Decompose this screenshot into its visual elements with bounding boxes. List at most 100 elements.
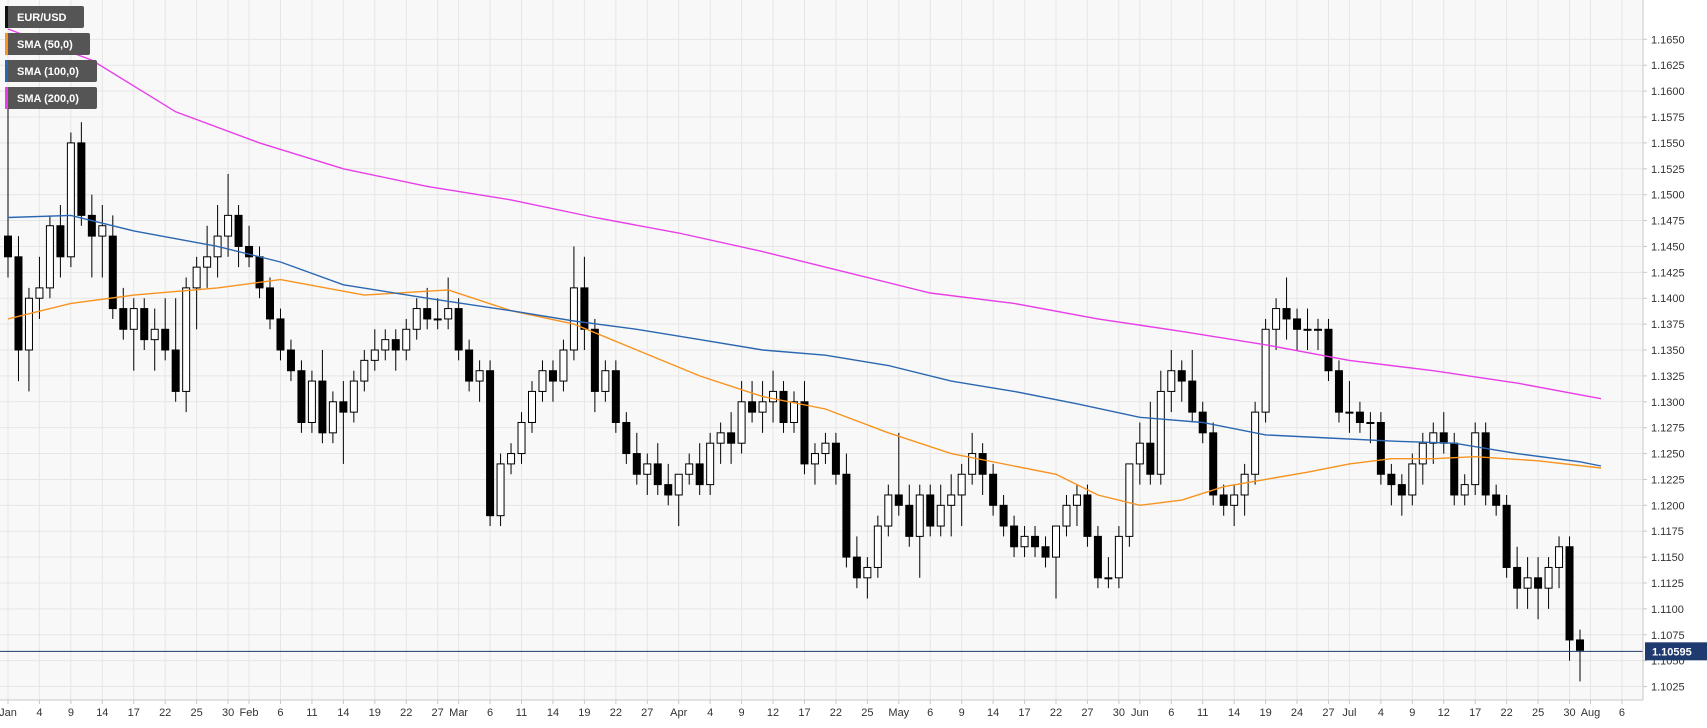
y-tick-label: 1.1650 (1651, 34, 1685, 46)
y-tick-label: 1.1075 (1651, 630, 1685, 642)
candle (894, 432, 903, 516)
candle (737, 381, 746, 454)
candle (611, 360, 620, 433)
sma-200-line (7, 28, 1602, 400)
candle-body (1334, 370, 1343, 413)
x-tick-label: 17 (1469, 707, 1481, 719)
candle (758, 381, 767, 433)
candle (192, 256, 201, 330)
candle-body (1345, 411, 1354, 414)
candle-body (1282, 308, 1291, 320)
candle-body (1041, 546, 1050, 558)
y-tick-label: 1.1275 (1651, 423, 1685, 435)
x-tick-label: 12 (1438, 707, 1450, 719)
candle (1555, 536, 1564, 589)
x-tick-label: 4 (1378, 707, 1384, 719)
candle (402, 318, 411, 361)
candle-body (894, 494, 903, 506)
candle-body (810, 453, 819, 465)
candle-body (24, 297, 33, 351)
legend-item-eurusd-swatch (5, 6, 8, 28)
candle (1230, 484, 1239, 527)
candle-body (1125, 463, 1134, 537)
candle-body (1565, 546, 1574, 641)
candle (1345, 381, 1354, 433)
candle-body (171, 349, 180, 392)
candle (423, 287, 432, 330)
candle-body (1104, 577, 1113, 580)
candle-body (1492, 494, 1501, 506)
x-tick-label: 14 (96, 707, 108, 719)
candle-body (1303, 328, 1312, 331)
candle (978, 443, 987, 495)
x-tick-label: Jan (0, 707, 17, 719)
candle-body (590, 328, 599, 392)
candle-body (192, 266, 201, 289)
candle (433, 298, 442, 330)
candle (706, 432, 715, 495)
legend-item-sma200[interactable]: SMA (200,0) (5, 87, 97, 109)
candle-body (695, 463, 704, 486)
candle (1261, 318, 1270, 423)
candle-body (1209, 432, 1218, 496)
candle-body (1230, 494, 1239, 506)
x-tick-label: 14 (547, 707, 559, 719)
candle (1460, 474, 1469, 506)
candle (590, 318, 599, 413)
candle-body (790, 401, 798, 423)
candle (465, 339, 474, 392)
candle (1492, 484, 1501, 516)
candle (1062, 494, 1071, 537)
candle-body (716, 432, 725, 444)
candle-body (779, 390, 788, 423)
price-badge-label: 1.10595 (1652, 646, 1692, 658)
x-tick-label: 19 (578, 707, 590, 719)
candle (926, 484, 935, 537)
candle (1010, 515, 1019, 558)
x-tick-label: 14 (987, 707, 999, 719)
legend-item-sma100-bg (5, 60, 97, 82)
candle-body (87, 214, 96, 237)
candle-body (1093, 535, 1102, 579)
candle (56, 205, 65, 278)
candle-body (360, 359, 369, 382)
candle (161, 298, 170, 361)
x-tick-label: 25 (861, 707, 873, 719)
candle (538, 360, 547, 402)
candle-body (1460, 484, 1469, 496)
x-tick-label: 24 (1291, 707, 1303, 719)
candle (517, 412, 526, 464)
legend-item-sma100[interactable]: SMA (100,0) (5, 60, 97, 82)
candle (486, 360, 495, 527)
candle (475, 360, 484, 402)
y-tick-label: 1.1100 (1651, 604, 1684, 616)
candle (245, 225, 254, 268)
candle (129, 298, 138, 371)
candle (87, 194, 96, 278)
candle-body (706, 442, 715, 486)
x-tick-label: 17 (1018, 707, 1030, 719)
legend-item-sma50[interactable]: SMA (50,0) (5, 33, 90, 55)
x-tick-label: 19 (1259, 707, 1271, 719)
candle (1240, 463, 1249, 516)
candle-body (161, 328, 170, 351)
candle (224, 173, 233, 257)
candle-body (1376, 421, 1385, 475)
candle-body (1135, 442, 1144, 465)
candle (674, 473, 683, 527)
candle (1544, 557, 1553, 609)
y-tick-label: 1.1625 (1651, 60, 1685, 72)
candle-body (905, 504, 914, 537)
candle-body (936, 504, 945, 527)
candle (1052, 525, 1060, 599)
candle (1041, 536, 1050, 568)
candle (1534, 557, 1543, 620)
x-tick-label: May (888, 707, 909, 719)
legend-item-eurusd[interactable]: EUR/USD (5, 6, 84, 28)
y-tick-label: 1.1200 (1651, 500, 1685, 512)
x-tick-label: 4 (707, 707, 713, 719)
candle (1387, 463, 1396, 506)
candle-body (1387, 473, 1396, 486)
candle-body (1439, 432, 1448, 444)
